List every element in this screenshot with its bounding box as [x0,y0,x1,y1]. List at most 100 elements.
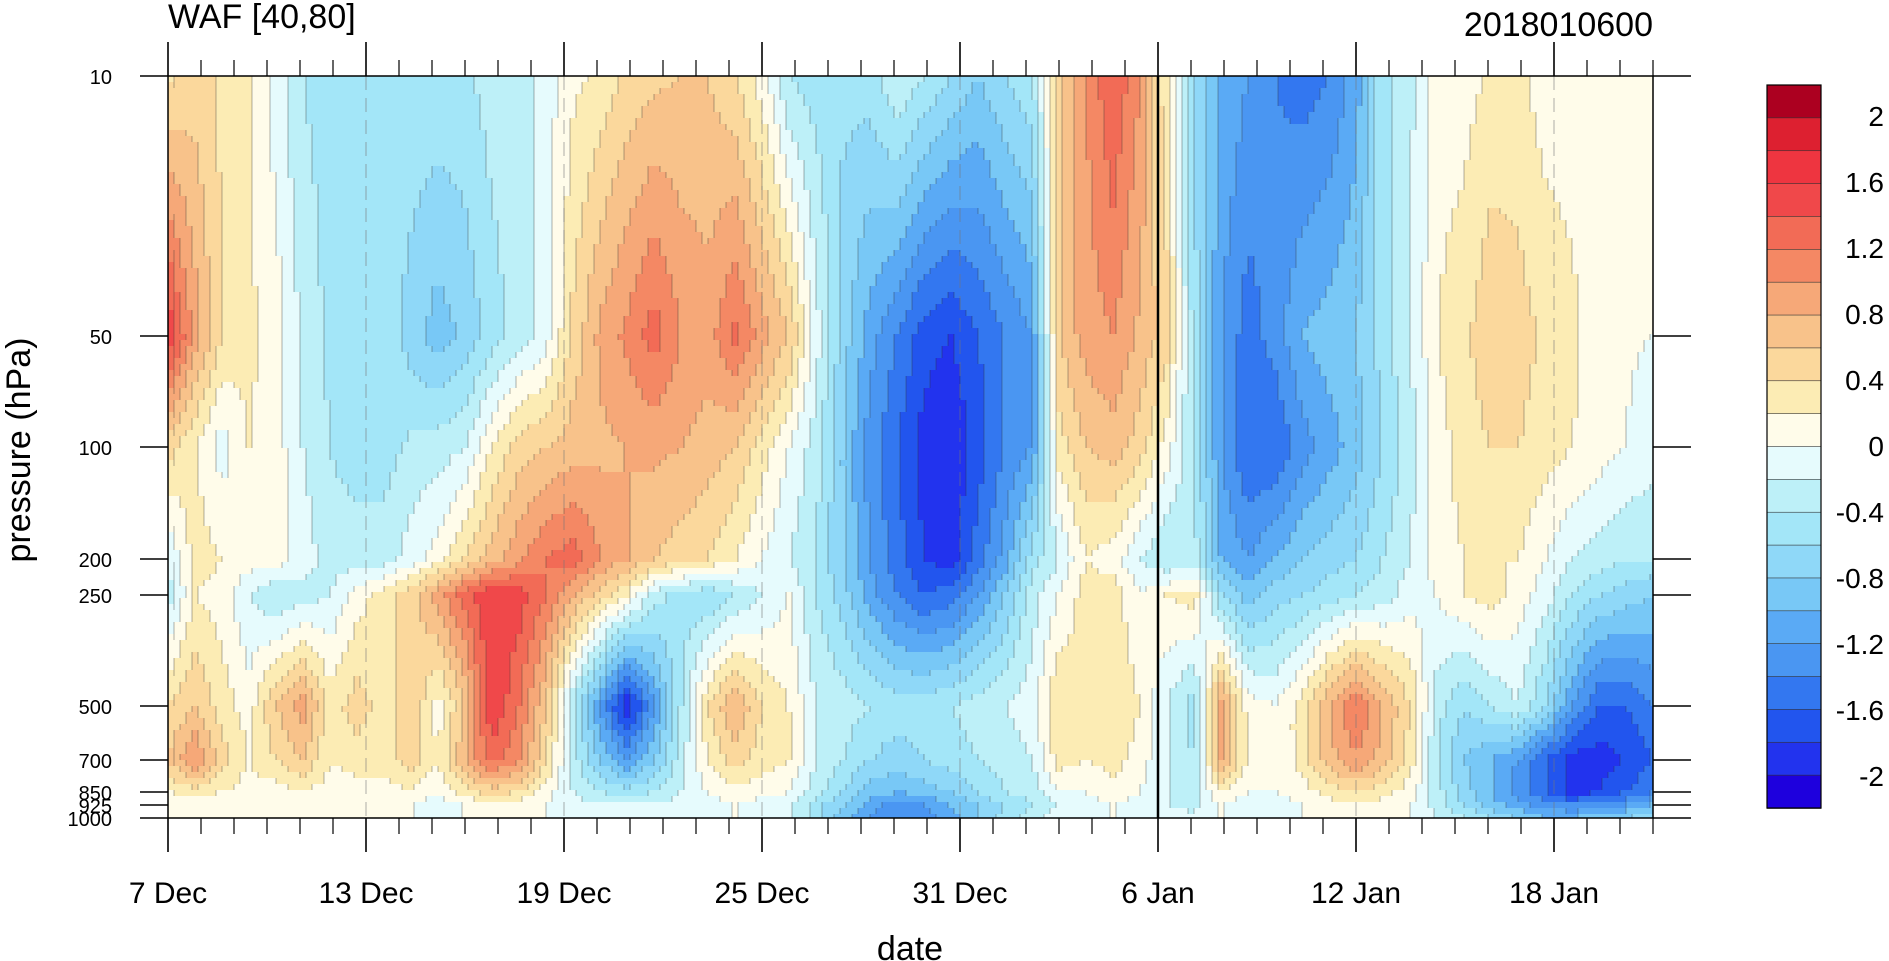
field-cell [1278,112,1285,119]
field-cell [1026,112,1033,119]
field-cell [1020,142,1027,149]
field-cell [210,76,217,83]
field-cell [1056,82,1063,89]
field-cell [744,118,751,125]
field-cell [660,148,667,155]
field-cell [288,124,295,131]
field-cell [1182,82,1189,89]
field-cell [1206,94,1213,101]
field-cell [636,118,643,125]
field-cell [1140,112,1147,119]
field-cell [198,124,205,131]
field-cell [780,100,787,107]
field-cell [1602,118,1609,125]
field-cell [312,118,319,125]
field-cell [516,124,523,131]
field-cell [750,94,757,101]
field-cell [1434,136,1441,143]
field-cell [822,118,829,125]
field-cell [990,136,997,143]
field-cell [936,100,943,107]
field-cell [1392,82,1399,89]
field-cell [702,124,709,131]
field-cell [978,82,985,89]
field-cell [738,130,745,137]
field-cell [600,142,607,149]
field-cell [1146,94,1153,101]
field-cell [486,112,493,119]
field-cell [1584,94,1591,101]
field-cell [612,94,619,101]
field-cell [660,136,667,143]
field-cell [1230,118,1237,125]
field-cell [1074,100,1081,107]
field-cell [924,106,931,113]
field-cell [768,136,775,143]
field-cell [882,94,889,101]
field-cell [636,76,643,83]
field-cell [1068,82,1075,89]
field-cell [1602,130,1609,137]
field-cell [726,124,733,131]
field-cell [1554,106,1561,113]
field-cell [192,88,199,95]
field-cell [450,100,457,107]
field-cell [1212,100,1219,107]
field-cell [1074,112,1081,119]
field-cell [432,142,439,149]
field-cell [1620,112,1627,119]
field-cell [366,136,373,143]
field-cell [876,118,883,125]
field-cell [582,124,589,131]
field-cell [168,130,175,137]
field-cell [972,76,979,83]
field-cell [1218,106,1225,113]
field-cell [234,136,241,143]
field-cell [1620,106,1627,113]
field-cell [1470,142,1477,149]
field-cell [684,76,691,83]
field-cell [1080,136,1087,143]
field-cell [1116,118,1123,125]
field-cell [1518,118,1525,125]
field-cell [1626,124,1633,131]
field-cell [1254,118,1261,125]
field-cell [168,124,175,131]
field-cell [1416,118,1423,125]
field-cell [672,76,679,83]
field-cell [1056,130,1063,137]
field-cell [696,136,703,143]
field-cell [1494,106,1501,113]
field-cell [1164,130,1171,137]
field-cell [1476,124,1483,131]
field-cell [642,94,649,101]
field-cell [690,118,697,125]
field-cell [894,124,901,131]
field-cell [882,136,889,143]
field-cell [1350,112,1357,119]
field-cell [678,136,685,143]
field-cell [882,124,889,131]
field-cell [1050,124,1057,131]
field-cell [684,82,691,89]
field-cell [432,118,439,125]
field-cell [1494,136,1501,143]
field-cell [204,76,211,83]
field-cell [1614,94,1621,101]
field-cell [336,112,343,119]
field-cell [1320,82,1327,89]
field-cell [384,100,391,107]
field-cell [810,124,817,131]
field-cell [474,118,481,125]
field-cell [1380,112,1387,119]
field-cell [720,88,727,95]
field-cell [1626,100,1633,107]
field-cell [390,82,397,89]
field-cell [636,148,643,155]
field-cell [1482,94,1489,101]
field-cell [1218,118,1225,125]
field-cell [696,88,703,95]
field-cell [798,100,805,107]
field-cell [492,76,499,83]
field-cell [222,82,229,89]
